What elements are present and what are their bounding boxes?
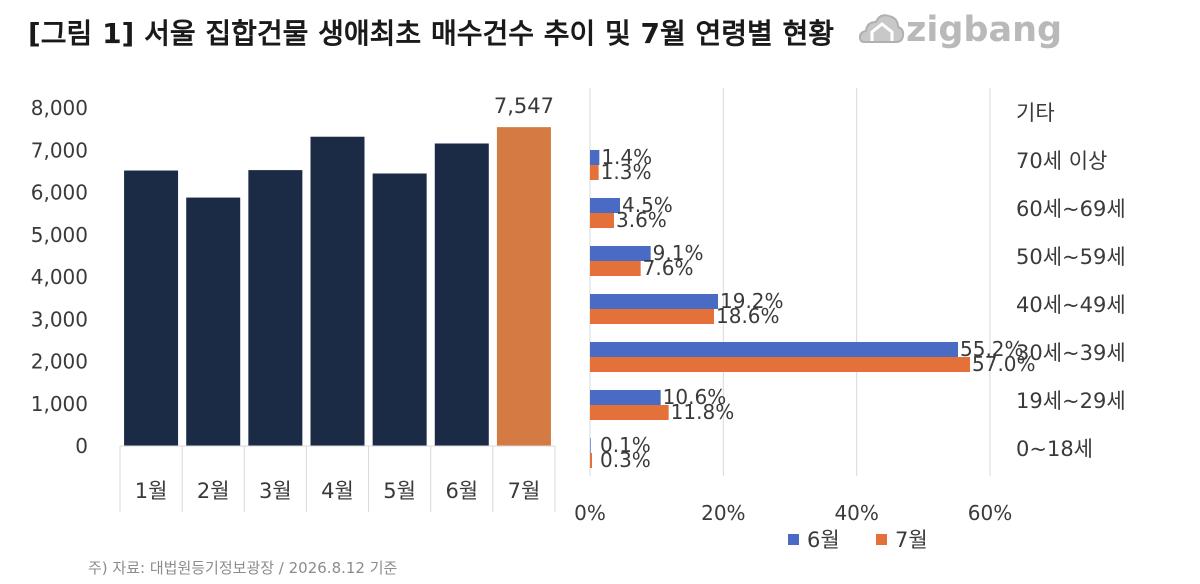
- bar-7월-7: [590, 405, 669, 420]
- y-tick-label: 4,000: [31, 265, 88, 289]
- category-label: 40세~49세: [1016, 293, 1126, 317]
- category-label: 30세~39세: [1016, 341, 1126, 365]
- data-label: 57.0%: [972, 352, 1036, 376]
- bar-7월-8: [590, 453, 592, 468]
- x-tick-label: 20%: [701, 501, 745, 525]
- legend-swatch-7월: [876, 534, 887, 545]
- category-label: 기타: [1016, 101, 1055, 125]
- x-tick-label: 0%: [574, 501, 606, 525]
- y-tick-label: 1,000: [31, 392, 88, 416]
- data-label: 1.3%: [601, 160, 652, 184]
- monthly-bar-chart: 0 1,000 2,000 3,000 4,000 5,000 6,000 7,000 8,00…: [31, 94, 556, 512]
- data-label: 7,547: [494, 94, 554, 118]
- legend-label: 6월: [807, 528, 840, 552]
- data-label: 0.3%: [600, 448, 651, 472]
- bar-6월-5: [590, 294, 718, 309]
- category-label: 60세~69세: [1016, 197, 1126, 221]
- x-tick-label: 40%: [834, 501, 878, 525]
- bar-7월-3: [590, 213, 614, 228]
- bar-3: [248, 170, 303, 447]
- data-label: 18.6%: [716, 304, 780, 328]
- x-tick-label: 6월: [445, 479, 478, 503]
- data-label: 0.1%: [600, 433, 651, 457]
- bar-4: [310, 136, 365, 447]
- bar-6월-8: [590, 438, 591, 453]
- bar-6월-4: [590, 246, 651, 261]
- footnote-source: 주) 자료: 대법원등기정보광장 / 2026.8.12 기준: [88, 559, 398, 577]
- y-tick-label: 0: [75, 434, 88, 458]
- bar-7월-6: [590, 357, 970, 372]
- bar-1: [124, 170, 179, 446]
- data-label: 7.6%: [643, 256, 694, 280]
- legend-swatch-6월: [788, 534, 799, 545]
- data-label: 10.6%: [663, 385, 727, 409]
- house-cloud-icon: [858, 14, 905, 43]
- bar-5: [372, 173, 427, 447]
- bar-6월-6: [590, 342, 958, 357]
- data-label: 11.8%: [671, 400, 735, 424]
- x-tick-label: 3월: [259, 479, 292, 503]
- bar-6월-3: [590, 198, 620, 213]
- bar-7: [496, 127, 551, 446]
- x-tick-label: 1월: [135, 479, 168, 503]
- x-tick-label: 60%: [968, 501, 1012, 525]
- data-label: 9.1%: [653, 241, 704, 265]
- y-tick-label: 5,000: [31, 223, 88, 247]
- y-tick-label: 3,000: [31, 307, 88, 331]
- category-label: 50세~59세: [1016, 245, 1126, 269]
- data-label: 4.5%: [622, 193, 673, 217]
- bar-7월-4: [590, 261, 641, 276]
- category-label: 70세 이상: [1016, 149, 1107, 173]
- y-tick-label: 2,000: [31, 350, 88, 374]
- bar-2: [186, 197, 241, 446]
- age-bar-chart: 0% 20% 40% 60% 기타 70세 이상 60세~69세 50세~59세 40세~49세…: [574, 88, 1126, 552]
- brand-logo-text: zigbang: [906, 10, 1063, 50]
- bar-6: [434, 143, 489, 447]
- y-tick-label: 6,000: [31, 181, 88, 205]
- x-tick-label: 2월: [197, 479, 230, 503]
- x-tick-label: 5월: [383, 479, 416, 503]
- data-label: 55.2%: [960, 337, 1024, 361]
- data-label: 19.2%: [720, 289, 784, 313]
- bar-7월-5: [590, 309, 714, 324]
- bar-7월-2: [590, 165, 599, 180]
- data-label: 3.6%: [616, 208, 667, 232]
- x-tick-label: 7월: [508, 479, 541, 503]
- y-tick-label: 7,000: [31, 138, 88, 162]
- legend-label: 7월: [895, 528, 928, 552]
- page-title: [그림 1] 서울 집합건물 생애최초 매수건수 추이 및 7월 연령별 현황: [28, 17, 835, 50]
- y-tick-label: 8,000: [31, 96, 88, 120]
- data-label: 1.4%: [601, 145, 652, 169]
- bar-6월-7: [590, 390, 661, 405]
- brand-logo: zigbang: [858, 8, 1068, 54]
- bar-6월-2: [590, 150, 600, 165]
- category-label: 19세~29세: [1016, 389, 1126, 413]
- x-tick-label: 4월: [321, 479, 354, 503]
- category-label: 0~18세: [1016, 437, 1093, 461]
